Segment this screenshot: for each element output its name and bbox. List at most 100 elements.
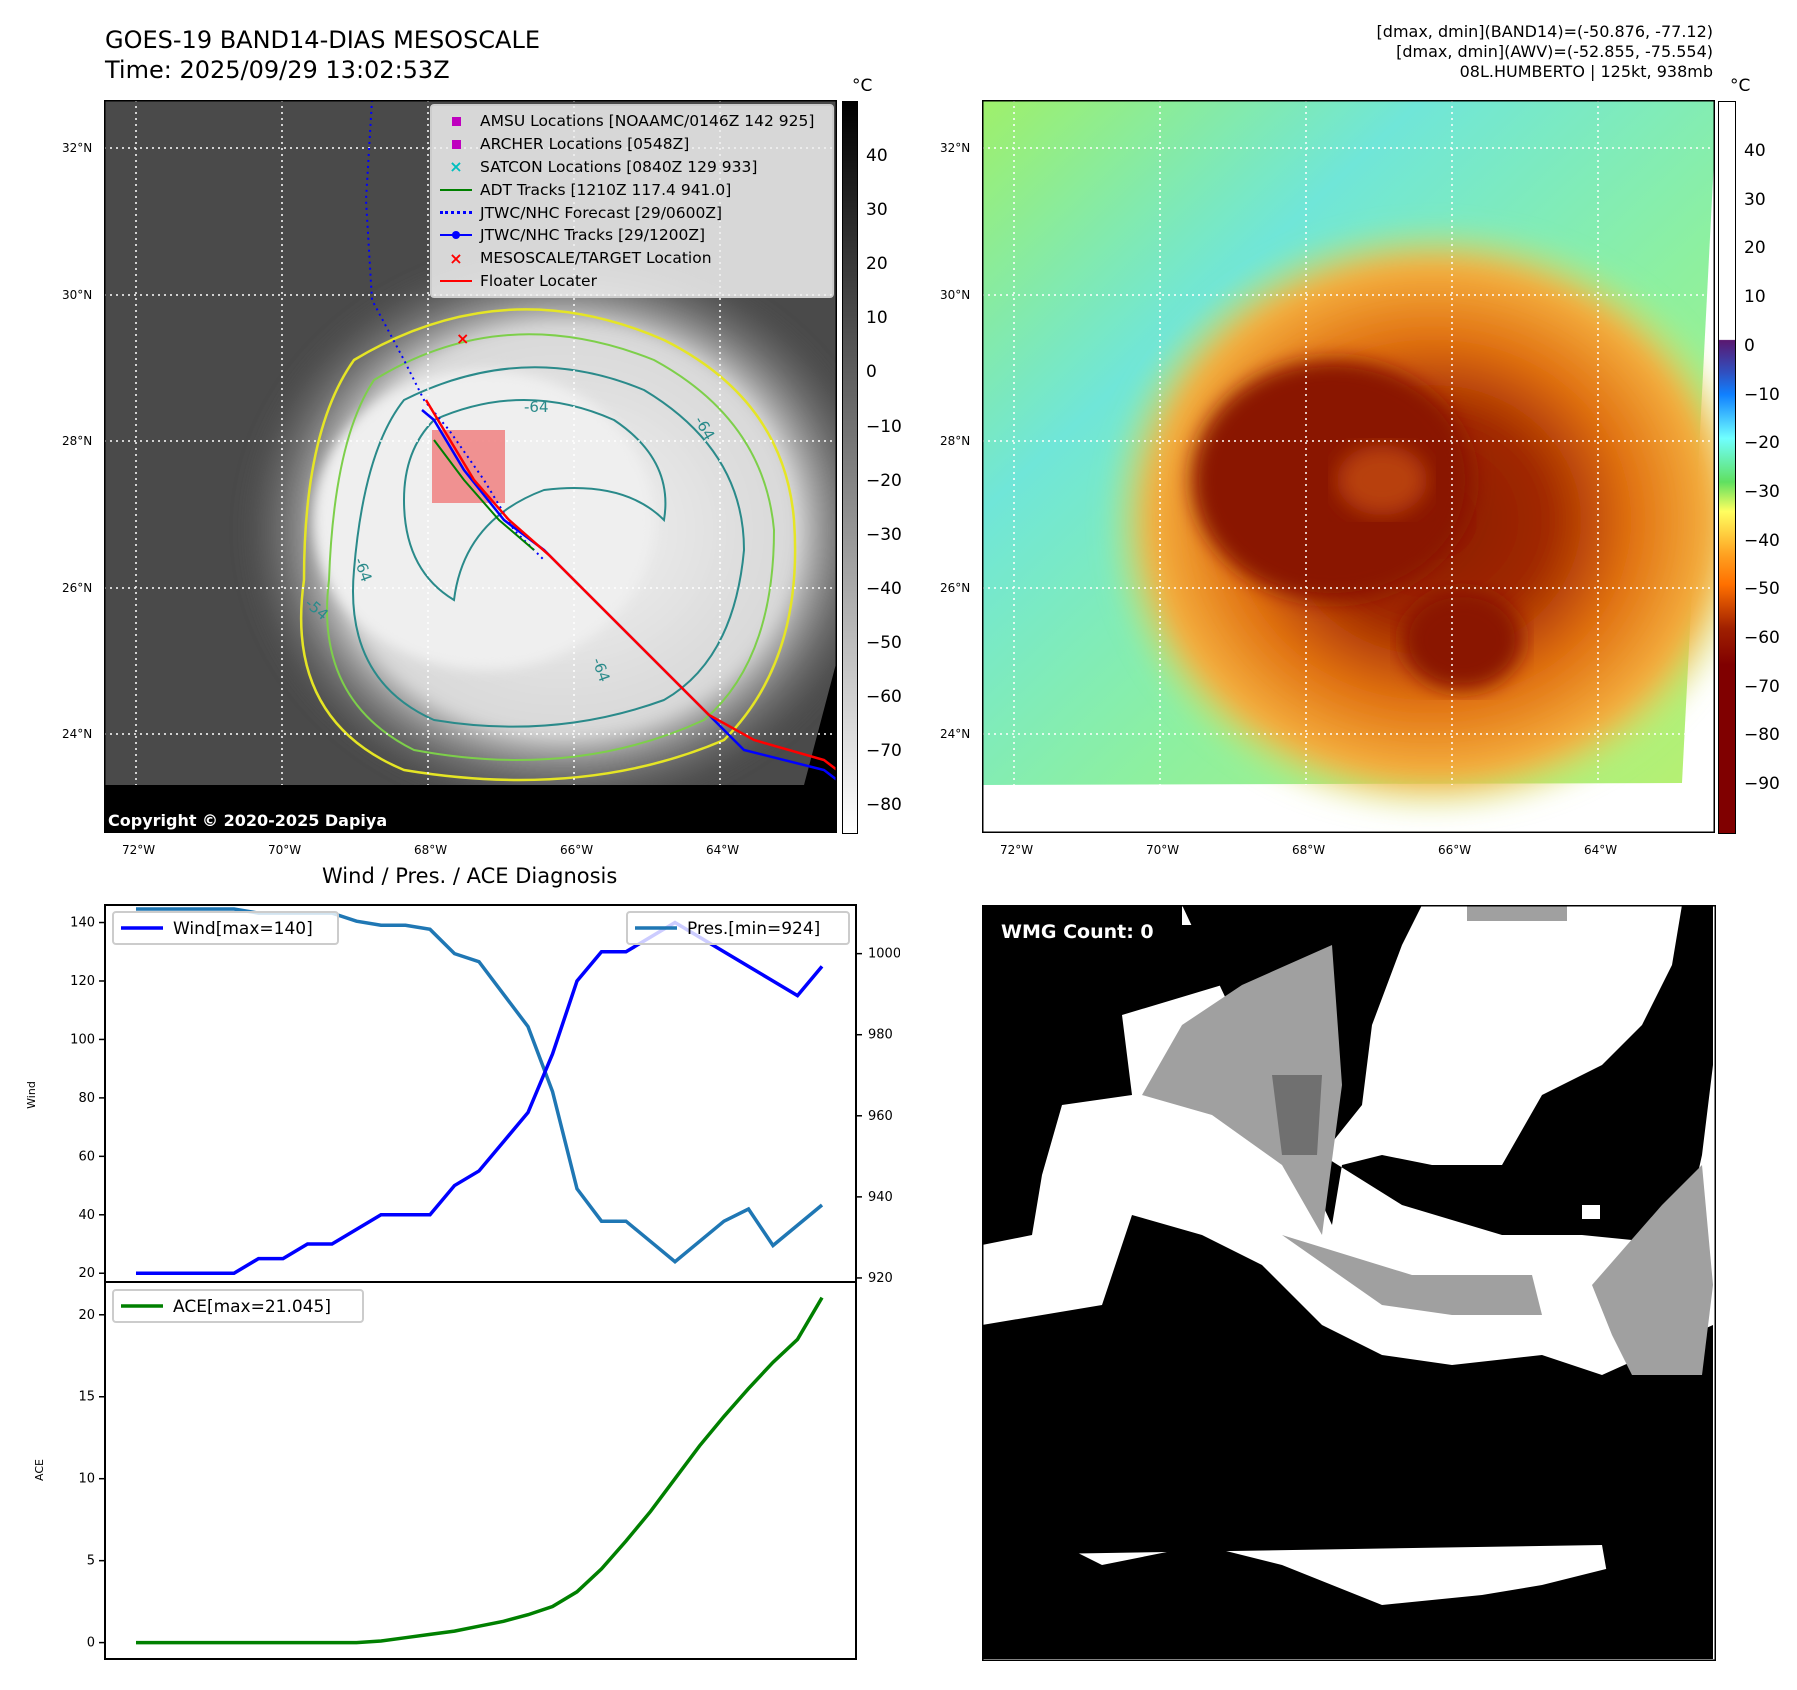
legend-label: AMSU Locations [NOAAMC/0146Z 142 925]: [480, 112, 815, 131]
lon-label: 70°W: [1146, 843, 1180, 857]
colorbar-tick: 40: [1744, 141, 1766, 161]
colorbar-tick: 0: [866, 362, 877, 383]
legend-label: Floater Locater: [480, 271, 597, 290]
wind-legend-label: Wind[max=140]: [173, 919, 313, 939]
legend-label: JTWC/NHC Tracks [29/1200Z]: [480, 226, 706, 245]
legend-item: × SATCON Locations [0840Z 129 933]: [432, 156, 832, 179]
y-tick-label: 960: [868, 1109, 893, 1124]
y-tick-label: 980: [868, 1028, 893, 1043]
colorbar-tick: 30: [1744, 189, 1766, 210]
colorbar-tick: −60: [1744, 628, 1780, 648]
lat-label: 32°N: [62, 141, 93, 155]
colorbar-tick: −30: [866, 524, 902, 545]
lon-label: 64°W: [1584, 843, 1618, 857]
legend-label: ADT Tracks [1210Z 117.4 941.0]: [480, 180, 732, 199]
y-tick-label: 940: [868, 1190, 893, 1205]
info-text: [dmax, dmin](BAND14)=(-50.876, -77.12) […: [1377, 22, 1713, 82]
legend-dotted-icon: [432, 211, 480, 215]
legend-item: JTWC/NHC Tracks [29/1200Z]: [432, 224, 832, 247]
legend-x-icon: ×: [449, 248, 463, 268]
colorbar-tick: −50: [866, 632, 902, 653]
legend-item: ADT Tracks [1210Z 117.4 941.0]: [432, 178, 832, 201]
colorbar-tick: 20: [866, 254, 888, 275]
legend-label: MESOSCALE/TARGET Location: [480, 249, 712, 268]
colorbar-tick: −80: [866, 795, 902, 816]
lon-label: 68°W: [414, 843, 448, 857]
colorbar-tick: −10: [866, 416, 902, 437]
legend-item: JTWC/NHC Forecast [29/0600Z]: [432, 201, 832, 224]
lon-label: 66°W: [560, 843, 594, 857]
lat-label: 30°N: [62, 287, 93, 302]
info-band14: [dmax, dmin](BAND14)=(-50.876, -77.12): [1376, 22, 1713, 41]
lat-label: 26°N: [940, 580, 971, 595]
colorbar-tick: 0: [1744, 335, 1755, 356]
lon-label: 72°W: [122, 843, 156, 857]
y-tick-label: 1000: [868, 947, 900, 962]
legend-label: JTWC/NHC Forecast [29/0600Z]: [480, 203, 723, 222]
y-tick-label: 15: [78, 1390, 95, 1405]
y-tick-label: 40: [78, 1208, 95, 1223]
y-axis-label: Wind: [25, 1081, 38, 1109]
wmg-panel: [982, 905, 1716, 1661]
colorbar-tick: −50: [1744, 579, 1780, 600]
colorbar-tick: 20: [1744, 238, 1766, 259]
colorbar-tick: −70: [1744, 676, 1780, 697]
colorbar-tick: −40: [1744, 530, 1780, 551]
y-tick-label: 60: [78, 1149, 95, 1164]
legend-square-icon: [432, 116, 480, 126]
lon-label: 66°W: [1438, 843, 1472, 857]
info-awv: [dmax, dmin](AWV)=(-52.855, -75.554): [1396, 42, 1713, 61]
legend-line-icon: [432, 279, 480, 282]
lon-label: 70°W: [268, 843, 302, 857]
floater-box: [432, 430, 505, 503]
legend-item: AMSU Locations [NOAAMC/0146Z 142 925]: [432, 110, 832, 133]
lat-label: 28°N: [62, 434, 93, 448]
y-tick-label: 920: [868, 1271, 893, 1286]
ace-line: [136, 1296, 824, 1645]
legend-item: × MESOSCALE/TARGET Location: [432, 247, 832, 270]
colorbar-tick: −90: [1744, 774, 1780, 795]
wind-line: [136, 920, 824, 1275]
contour-label: -64: [524, 398, 549, 416]
colorbar-tick: −40: [866, 578, 902, 599]
y-tick-label: 10: [78, 1472, 95, 1487]
legend-square-icon: [432, 139, 480, 149]
colorbar-tick: −10: [1744, 384, 1780, 405]
colorbar-tick: 40: [866, 146, 888, 166]
legend-line-icon: [432, 188, 480, 191]
legend-item: ARCHER Locations [0548Z]: [432, 133, 832, 156]
chart-title: Wind / Pres. / ACE Diagnosis: [322, 864, 618, 888]
lat-label: 24°N: [62, 727, 93, 741]
colorbar-tick: −70: [866, 741, 902, 762]
y-tick-label: 100: [70, 1032, 95, 1047]
map-legend: AMSU Locations [NOAAMC/0146Z 142 925] ARC…: [430, 104, 834, 299]
lat-label: 30°N: [940, 287, 971, 302]
y-tick-label: 20: [78, 1266, 95, 1281]
colorbar-tick: −20: [866, 470, 902, 491]
colorbar-unit: °C: [1730, 76, 1751, 96]
forecast-track: [364, 100, 545, 561]
colorbar-tick: 30: [866, 200, 888, 221]
y-axis-label: ACE: [33, 1459, 46, 1481]
y-tick-label: 140: [70, 916, 95, 931]
adt-track: [433, 439, 535, 551]
y-tick-label: 20: [78, 1308, 95, 1323]
figure-title: GOES-19 BAND14-DIAS MESOSCALE: [105, 26, 541, 54]
legend-label: SATCON Locations [0840Z 129 933]: [480, 157, 758, 176]
lat-label: 24°N: [940, 727, 971, 741]
floater-track: [424, 399, 837, 771]
lat-label: 28°N: [940, 434, 971, 448]
pressure-legend-label: Pres.[min=924]: [687, 919, 820, 939]
lon-label: 68°W: [1292, 843, 1326, 857]
wmg-count-label: WMG Count: 0: [995, 918, 1160, 946]
ace-legend-label: ACE[max=21.045]: [173, 1297, 331, 1317]
legend-line-dot-icon: [432, 231, 480, 240]
lat-label: 32°N: [940, 141, 971, 155]
colorbar-tick: −80: [1744, 725, 1780, 746]
pressure-line: [136, 907, 824, 1265]
legend-x-icon: ×: [449, 157, 463, 177]
colorbar-unit: °C: [852, 76, 873, 96]
diagnosis-chart: 20 40 60 80 100 120 140 920 940 960 980 1000 0 5 10 15 2…: [25, 904, 900, 1660]
y-tick-label: 5: [87, 1554, 95, 1569]
